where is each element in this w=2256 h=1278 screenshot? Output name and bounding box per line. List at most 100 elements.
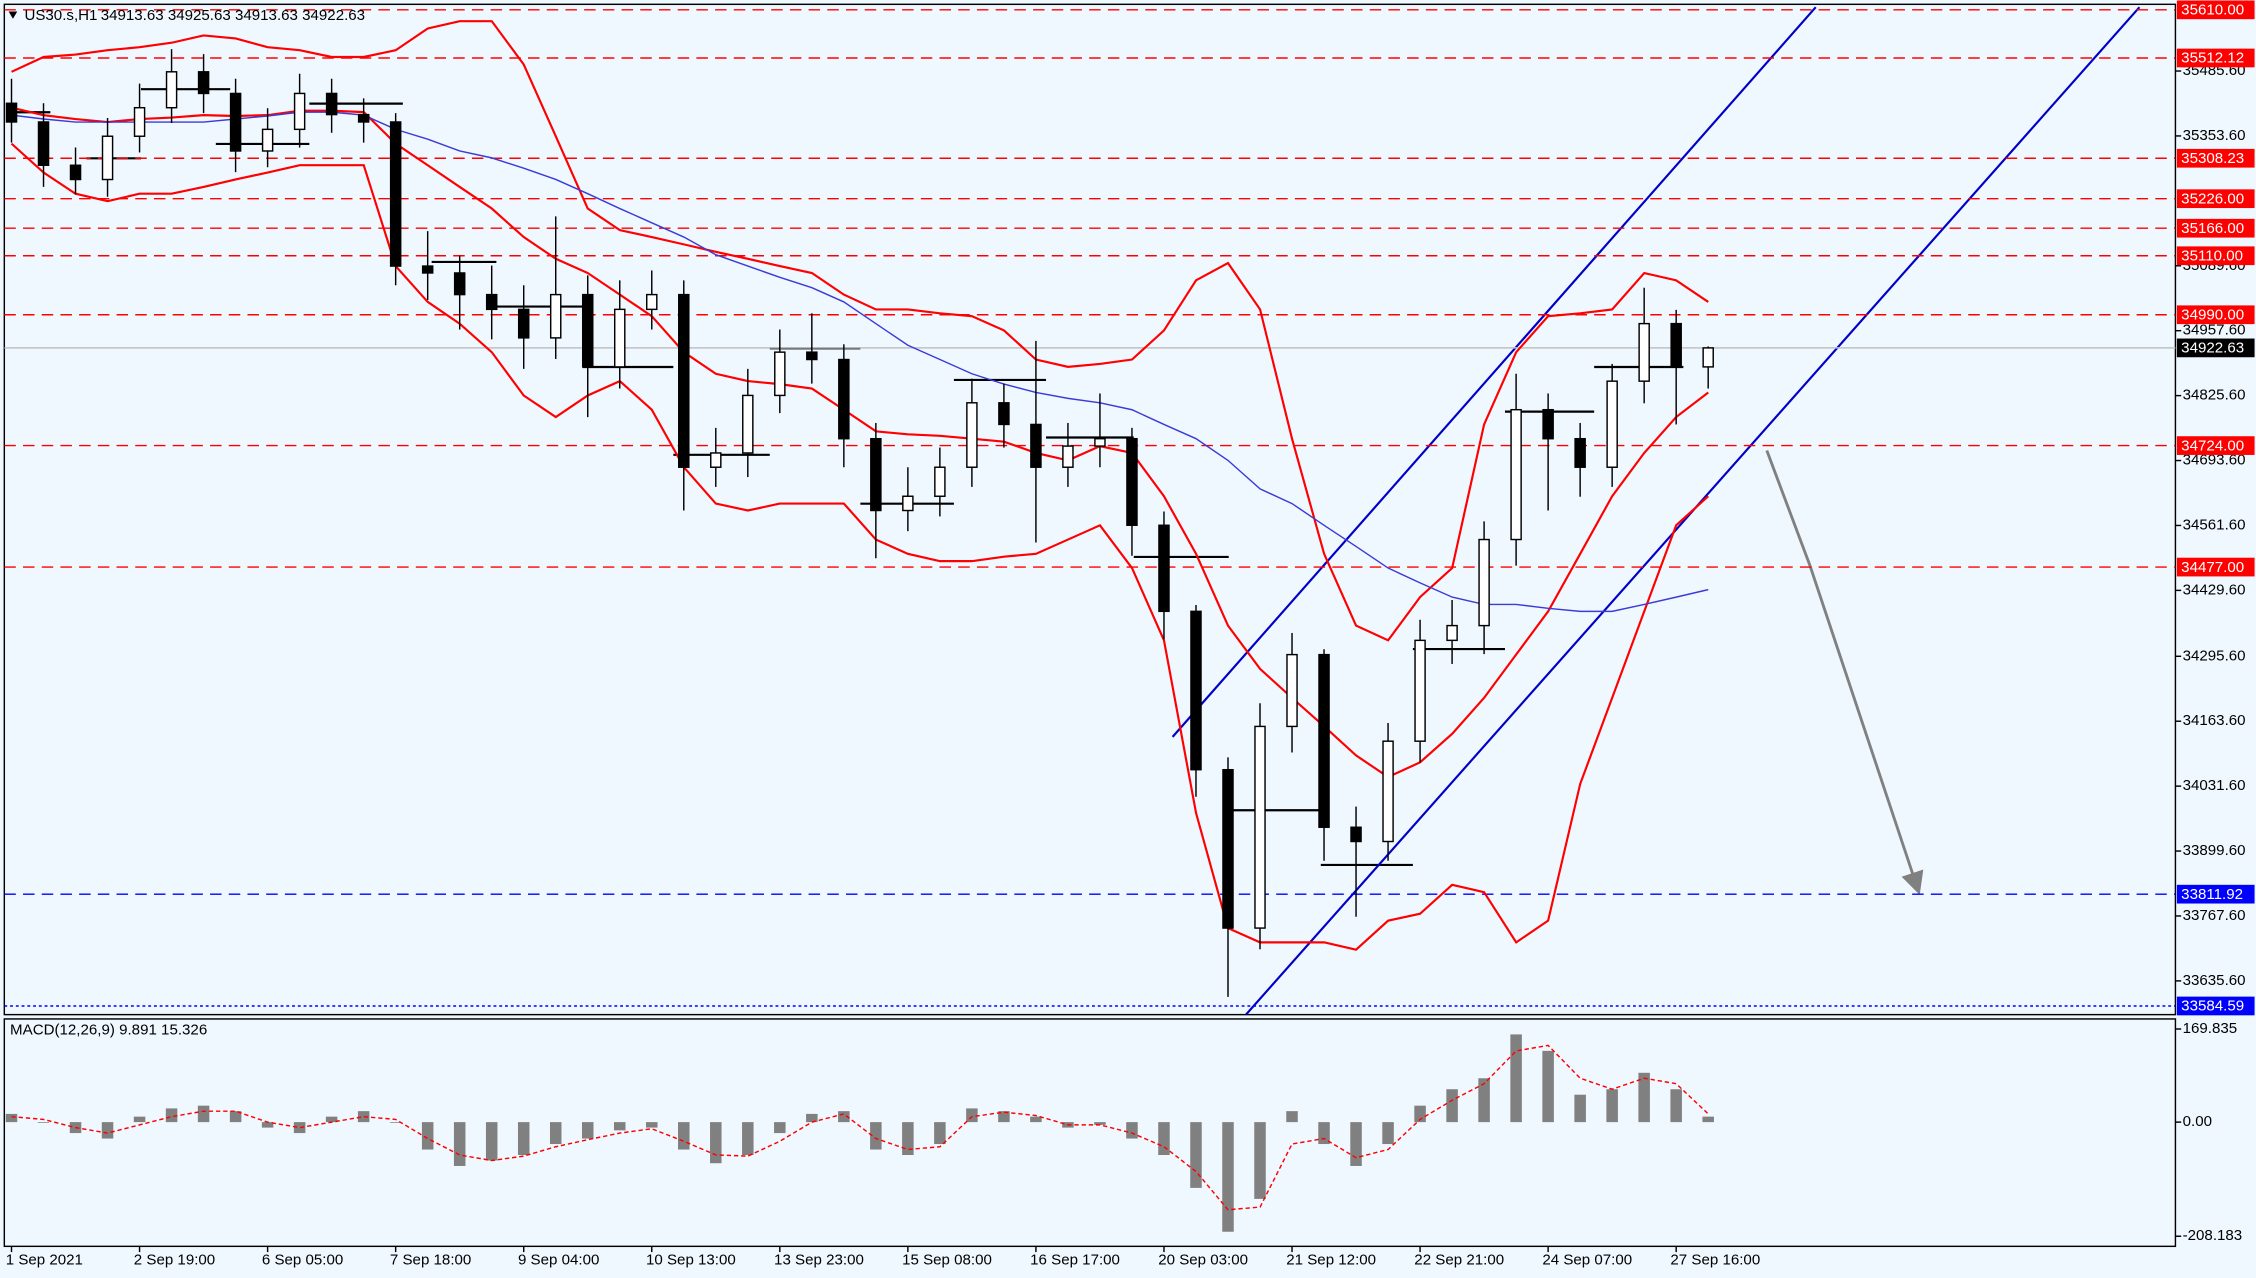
candle-body (1062, 445, 1074, 468)
candle-body (229, 92, 242, 152)
candle-body (966, 402, 978, 468)
candle-body (806, 351, 818, 361)
macd-bar (261, 1122, 274, 1128)
candle-body (1478, 538, 1490, 627)
candle-body (1414, 639, 1426, 742)
candle-body (453, 272, 466, 296)
macd-bar (1190, 1122, 1202, 1188)
macd-bar (485, 1122, 498, 1161)
candle-body (1350, 826, 1362, 843)
candle-body (646, 293, 658, 311)
macd-bar (5, 1113, 18, 1123)
candle-body (485, 293, 498, 311)
macd-bar (1606, 1089, 1618, 1123)
level-label: 33584.59 (2181, 998, 2244, 1015)
macd-plot (5, 1034, 1714, 1232)
macd-bar (389, 1122, 402, 1123)
candle-body (581, 293, 594, 368)
candle-body (37, 121, 50, 166)
macd-bar (165, 1108, 178, 1123)
candle-body (1126, 437, 1138, 526)
level-label-box (2176, 0, 2255, 20)
candle-body (1606, 380, 1618, 468)
candle-body (261, 128, 274, 152)
candle-body (710, 452, 722, 468)
candle-body (549, 293, 562, 339)
level-label-box (2176, 48, 2255, 68)
macd-bar (1286, 1111, 1298, 1123)
candle-body (1702, 347, 1714, 368)
level-label: 34477.00 (2181, 559, 2244, 576)
macd-bar (1382, 1122, 1394, 1145)
macd-bar (1702, 1116, 1714, 1123)
overlay-line (10, 142, 1709, 951)
macd-bar (902, 1122, 914, 1156)
candle-body (325, 92, 338, 116)
macd-bar (517, 1122, 530, 1156)
macd-bar (1254, 1122, 1266, 1199)
candle-body (1030, 423, 1042, 468)
macd-pane (3, 1018, 2177, 1248)
macd-bar (838, 1111, 850, 1123)
level-label-box (2176, 148, 2255, 168)
level-label: 35610.00 (2181, 2, 2244, 19)
macd-bar (453, 1122, 466, 1166)
y-tick-label: 34031.60 (2183, 777, 2246, 794)
macd-bar (1318, 1122, 1330, 1145)
menu-arrow[interactable] (8, 11, 18, 19)
level-label: 35110.00 (2181, 247, 2243, 264)
macd-bar (421, 1122, 434, 1150)
level-label-box (2176, 884, 2255, 904)
candle-body (902, 495, 914, 512)
x-tick-label: 21 Sep 12:00 (1286, 1252, 1376, 1269)
level-label-box (2176, 218, 2255, 238)
x-tick-label: 20 Sep 03:00 (1158, 1252, 1248, 1269)
x-tick-label: 7 Sep 18:00 (390, 1252, 471, 1269)
macd-bar (1222, 1122, 1234, 1232)
y-tick-label: 34163.60 (2183, 712, 2246, 729)
x-tick-label: 22 Sep 21:00 (1414, 1252, 1504, 1269)
macd-bar (101, 1122, 114, 1139)
macd-signal (11, 1044, 1709, 1211)
level-label: 35512.12 (2181, 50, 2244, 67)
candle-body (165, 71, 178, 109)
macd-bar (870, 1122, 882, 1150)
candle-body (1254, 725, 1266, 929)
candle-body (197, 71, 210, 95)
level-label: 34724.00 (2181, 437, 2244, 454)
x-tick-label: 6 Sep 05:00 (262, 1252, 343, 1269)
macd-y-tick-label: 0.00 (2183, 1113, 2212, 1130)
candle-body (293, 92, 306, 131)
candle-body (389, 121, 402, 267)
candle-body (678, 293, 690, 468)
candle-body (1446, 624, 1458, 642)
candle-body (1542, 408, 1554, 440)
level-label-box (2176, 338, 2255, 358)
candle-body (742, 394, 754, 454)
x-tick-label: 1 Sep 2021 (6, 1252, 83, 1269)
candle-body (1318, 653, 1330, 828)
candle-body (69, 164, 82, 181)
macd-bar (293, 1122, 306, 1134)
y-tick-label: 33899.60 (2183, 842, 2246, 859)
macd-bar (1510, 1034, 1522, 1123)
macd-bar (325, 1116, 338, 1123)
candle-body (357, 113, 370, 123)
macd-bar (742, 1122, 754, 1156)
projection-arrow (1765, 449, 1924, 895)
y-tick-label: 34561.60 (2183, 516, 2246, 533)
macd-bar (966, 1108, 978, 1123)
macd-bar (774, 1122, 786, 1134)
candle-body (101, 135, 114, 181)
macd-bar (1350, 1122, 1362, 1166)
macd-bar (581, 1122, 594, 1139)
level-label-box (2176, 996, 2255, 1016)
y-tick-label: 33767.60 (2183, 907, 2246, 924)
y-tick-label: 33635.60 (2183, 972, 2246, 989)
y-tick-label: 34295.60 (2183, 647, 2246, 664)
x-tick-label: 10 Sep 13:00 (646, 1252, 736, 1269)
macd-y-tick-label: -208.183 (2183, 1227, 2243, 1244)
level-label: 34922.63 (2181, 340, 2244, 357)
